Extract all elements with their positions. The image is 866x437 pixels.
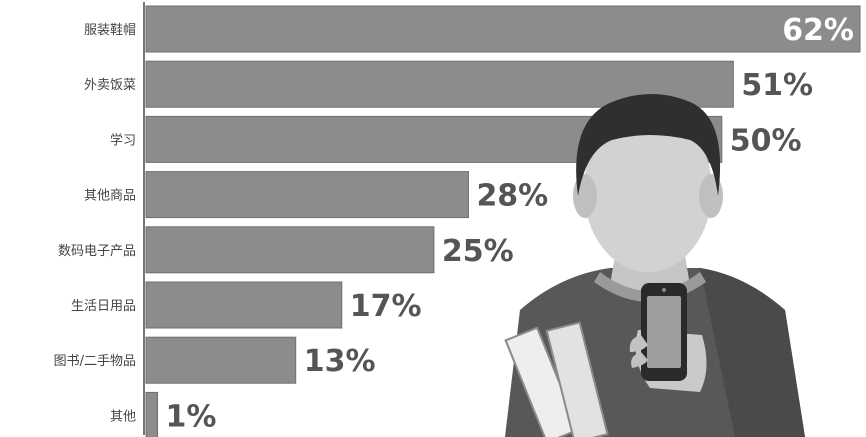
category-label-6: 图书/二手物品 (54, 354, 136, 369)
bar-6 (145, 336, 297, 384)
value-label-5: 17% (350, 289, 422, 324)
category-label-3: 其他商品 (84, 189, 136, 204)
bar-5 (145, 281, 343, 329)
bar-7 (145, 391, 159, 437)
value-label-0: 62% (782, 13, 854, 48)
bar-3 (145, 171, 469, 219)
category-label-2: 学习 (110, 132, 136, 148)
bar-4 (145, 226, 435, 274)
value-labels: 62% 51% 50% 28% 25% 17% 13% 1% (166, 13, 854, 434)
category-label-5: 生活日用品 (71, 299, 136, 314)
value-label-1: 51% (741, 68, 813, 103)
category-label-1: 外卖饭菜 (84, 78, 136, 93)
value-label-4: 25% (442, 234, 514, 269)
category-label-4: 数码电子产品 (58, 244, 136, 259)
student-with-phone-icon (504, 94, 805, 437)
value-label-3: 28% (476, 179, 548, 214)
value-label-6: 13% (304, 344, 376, 379)
bar-0 (145, 5, 861, 53)
category-label-0: 服装鞋帽 (84, 22, 136, 38)
value-label-2: 50% (730, 123, 802, 158)
category-label-7: 其他 (110, 409, 136, 424)
value-label-7: 1% (166, 399, 217, 434)
